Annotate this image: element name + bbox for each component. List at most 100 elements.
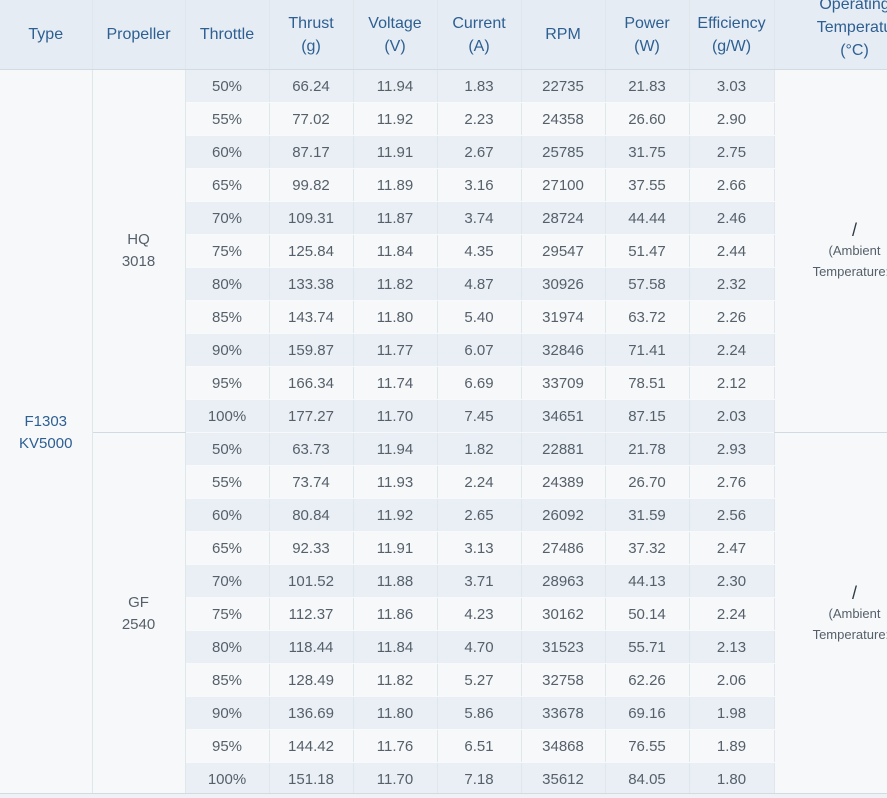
cell-voltage: 11.84 xyxy=(353,234,438,268)
cell-throttle: 75% xyxy=(185,597,270,631)
cell-thrust: 99.82 xyxy=(269,168,354,202)
table-bottom-border xyxy=(0,793,887,798)
table-row: 75% 112.37 11.86 4.23 30162 50.14 2.24 xyxy=(0,597,887,631)
cell-power: 71.41 xyxy=(605,333,690,367)
cell-throttle: 50% xyxy=(185,69,270,103)
text-line: (Ambient xyxy=(828,243,881,258)
text-line: (V) xyxy=(384,37,406,55)
cell-voltage: 11.88 xyxy=(353,564,438,598)
cell-throttle: 65% xyxy=(185,531,270,565)
operating-temperature-cell: / (Ambient Temperature:2 xyxy=(774,69,887,433)
column-header-propeller: Propeller xyxy=(92,0,186,70)
cell-power: 26.60 xyxy=(605,102,690,136)
table-row: 90% 136.69 11.80 5.86 33678 69.16 1.98 xyxy=(0,696,887,730)
cell-thrust: 112.37 xyxy=(269,597,354,631)
cell-voltage: 11.80 xyxy=(353,300,438,334)
cell-power: 55.71 xyxy=(605,630,690,664)
cell-power: 31.59 xyxy=(605,498,690,532)
table-row: 90% 159.87 11.77 6.07 32846 71.41 2.24 xyxy=(0,333,887,367)
text-line: (A) xyxy=(468,37,490,55)
cell-current: 6.69 xyxy=(437,366,522,400)
cell-rpm: 34651 xyxy=(521,399,606,433)
cell-power: 31.75 xyxy=(605,135,690,169)
text-line: Voltage xyxy=(368,14,422,32)
cell-thrust: 144.42 xyxy=(269,729,354,763)
cell-efficiency: 2.03 xyxy=(689,399,775,433)
text-line: Operating xyxy=(819,0,887,13)
cell-rpm: 32758 xyxy=(521,663,606,697)
text-line: Propeller xyxy=(106,26,171,43)
cell-rpm: 26092 xyxy=(521,498,606,532)
propeller-cell: HQ 3018 xyxy=(92,69,186,433)
cell-rpm: 31523 xyxy=(521,630,606,664)
text-line: (W) xyxy=(634,37,660,55)
cell-efficiency: 2.75 xyxy=(689,135,775,169)
text-line: (°C) xyxy=(840,42,869,59)
cell-thrust: 151.18 xyxy=(269,762,354,796)
cell-voltage: 11.91 xyxy=(353,135,438,169)
cell-efficiency: 2.12 xyxy=(689,366,775,400)
text-line: 3018 xyxy=(121,253,156,270)
table-row: 85% 143.74 11.80 5.40 31974 63.72 2.26 xyxy=(0,300,887,334)
cell-voltage: 11.94 xyxy=(353,432,438,466)
cell-voltage: 11.93 xyxy=(353,465,438,499)
cell-rpm: 27486 xyxy=(521,531,606,565)
text-line: (Ambient xyxy=(828,606,881,621)
table-row: 65% 99.82 11.89 3.16 27100 37.55 2.66 xyxy=(0,168,887,202)
cell-current: 7.45 xyxy=(437,399,522,433)
table-row: 95% 144.42 11.76 6.51 34868 76.55 1.89 xyxy=(0,729,887,763)
cell-current: 4.87 xyxy=(437,267,522,301)
cell-thrust: 143.74 xyxy=(269,300,354,334)
cell-voltage: 11.92 xyxy=(353,102,438,136)
cell-voltage: 11.89 xyxy=(353,168,438,202)
column-header-throttle: Throttle xyxy=(185,0,270,70)
cell-power: 78.51 xyxy=(605,366,690,400)
cell-power: 50.14 xyxy=(605,597,690,631)
cell-voltage: 11.91 xyxy=(353,531,438,565)
table-row: 55% 77.02 11.92 2.23 24358 26.60 2.90 xyxy=(0,102,887,136)
cell-throttle: 50% xyxy=(185,432,270,466)
cell-thrust: 128.49 xyxy=(269,663,354,697)
cell-power: 63.72 xyxy=(605,300,690,334)
cell-thrust: 87.17 xyxy=(269,135,354,169)
cell-thrust: 136.69 xyxy=(269,696,354,730)
table-row: F1303 KV5000 HQ 3018 50% 66.24 11.94 1.83 22735 2… xyxy=(0,69,887,796)
cell-current: 4.35 xyxy=(437,234,522,268)
cell-thrust: 66.24 xyxy=(269,69,354,103)
cell-throttle: 70% xyxy=(185,564,270,598)
cell-power: 44.13 xyxy=(605,564,690,598)
cell-voltage: 11.82 xyxy=(353,267,438,301)
cell-rpm: 24389 xyxy=(521,465,606,499)
cell-thrust: 166.34 xyxy=(269,366,354,400)
cell-power: 62.26 xyxy=(605,663,690,697)
cell-current: 6.07 xyxy=(437,333,522,367)
cell-current: 3.74 xyxy=(437,201,522,235)
cell-rpm: 31974 xyxy=(521,300,606,334)
cell-rpm: 28724 xyxy=(521,201,606,235)
cell-voltage: 11.87 xyxy=(353,201,438,235)
cell-efficiency: 2.46 xyxy=(689,201,775,235)
cell-efficiency: 2.44 xyxy=(689,234,775,268)
cell-rpm: 24358 xyxy=(521,102,606,136)
cell-rpm: 30926 xyxy=(521,267,606,301)
cell-throttle: 55% xyxy=(185,465,270,499)
text-line: (g) xyxy=(301,37,321,55)
cell-rpm: 29547 xyxy=(521,234,606,268)
table-row: 75% 125.84 11.84 4.35 29547 51.47 2.44 xyxy=(0,234,887,268)
text-line: HQ xyxy=(127,231,150,248)
cell-throttle: 85% xyxy=(185,300,270,334)
table-row: 80% 133.38 11.82 4.87 30926 57.58 2.32 xyxy=(0,267,887,301)
cell-voltage: 11.74 xyxy=(353,366,438,400)
column-header-rpm: RPM xyxy=(521,0,606,70)
cell-voltage: 11.77 xyxy=(353,333,438,367)
cell-voltage: 11.84 xyxy=(353,630,438,664)
cell-rpm: 32846 xyxy=(521,333,606,367)
cell-current: 4.70 xyxy=(437,630,522,664)
text-line: F1303 xyxy=(24,412,68,430)
cell-voltage: 11.70 xyxy=(353,762,438,796)
cell-power: 37.32 xyxy=(605,531,690,565)
cell-efficiency: 2.93 xyxy=(689,432,775,466)
cell-throttle: 100% xyxy=(185,399,270,433)
cell-efficiency: 2.24 xyxy=(689,333,775,367)
cell-power: 44.44 xyxy=(605,201,690,235)
